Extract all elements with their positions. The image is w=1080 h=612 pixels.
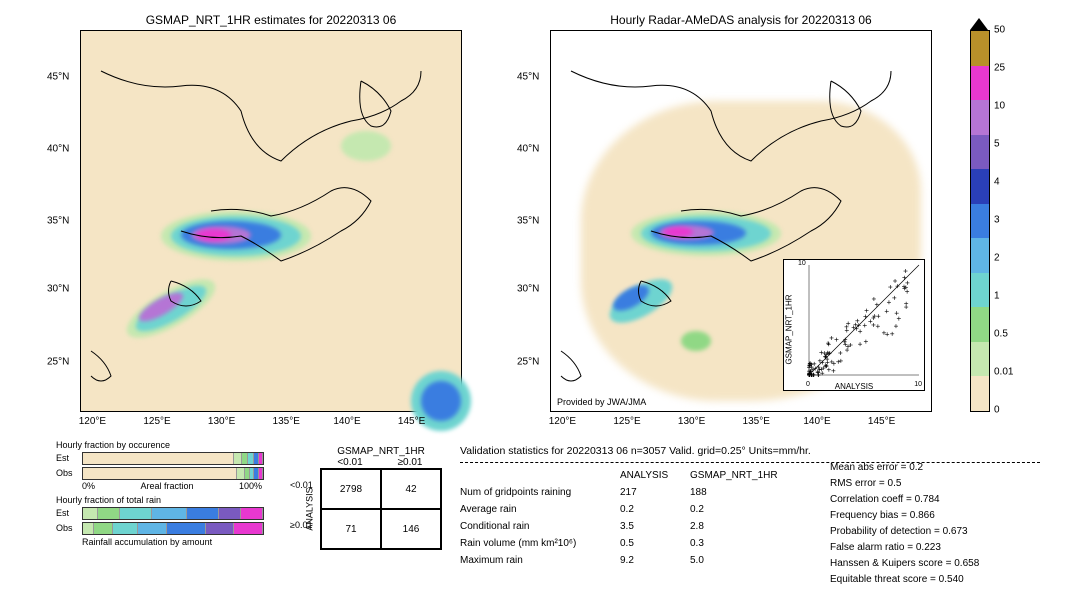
ytick: 25°N — [47, 356, 69, 367]
xtick: 145°E — [398, 416, 425, 427]
colorbar: 00.010.512345102550 — [970, 30, 988, 410]
attribution-text: Provided by JWA/JMA — [557, 397, 646, 407]
xtick: 140°E — [803, 416, 830, 427]
ytick: 35°N — [517, 216, 539, 227]
cont-cell: 146 — [381, 509, 441, 549]
xtick: 130°E — [678, 416, 705, 427]
ytick: 40°N — [47, 143, 69, 154]
ytick: 25°N — [517, 356, 539, 367]
gsmap-title: GSMAP_NRT_1HR estimates for 20220313 06 — [81, 13, 461, 27]
validation-right: Mean abs error = 0.2RMS error = 0.5Corre… — [830, 460, 979, 588]
ytick: 40°N — [517, 143, 539, 154]
contingency-table: GSMAP_NRT_1HR <0.01 ≥0.01 ANALYSIS <0.01… — [300, 446, 442, 550]
ytick: 35°N — [47, 216, 69, 227]
cont-cell: 71 — [321, 509, 381, 549]
cont-cell: 42 — [381, 469, 441, 509]
ytick: 45°N — [517, 71, 539, 82]
accum-title: Rainfall accumulation by amount — [82, 537, 264, 547]
xtick: 145°E — [868, 416, 895, 427]
ytick: 45°N — [47, 71, 69, 82]
xtick: 140°E — [333, 416, 360, 427]
xtick: 125°E — [143, 416, 170, 427]
xtick: 120°E — [79, 416, 106, 427]
cont-cell: 2798 — [321, 469, 381, 509]
amedas-title: Hourly Radar-AMeDAS analysis for 2022031… — [551, 13, 931, 27]
scatter-xlabel: ANALYSIS — [835, 382, 874, 391]
xtick: 135°E — [743, 416, 770, 427]
ytick: 30°N — [47, 284, 69, 295]
ytick: 30°N — [517, 284, 539, 295]
totalrain-title: Hourly fraction of total rain — [56, 495, 264, 505]
xtick: 125°E — [613, 416, 640, 427]
occurrence-bars: Hourly fraction by occurence Est Obs 0% … — [56, 440, 264, 547]
scatter-inset: ANALYSIS GSMAP_NRT_1HR 0 10 10 — [783, 259, 925, 391]
gsmap-map: GSMAP_NRT_1HR estimates for 20220313 06 … — [80, 30, 462, 412]
validation-title: Validation statistics for 20220313 06 n=… — [460, 444, 1040, 460]
scatter-ylabel: GSMAP_NRT_1HR — [785, 294, 794, 364]
amedas-map: Hourly Radar-AMeDAS analysis for 2022031… — [550, 30, 932, 412]
xtick: 135°E — [273, 416, 300, 427]
xtick: 120°E — [549, 416, 576, 427]
occurrence-title: Hourly fraction by occurence — [56, 440, 264, 450]
xtick: 130°E — [208, 416, 235, 427]
